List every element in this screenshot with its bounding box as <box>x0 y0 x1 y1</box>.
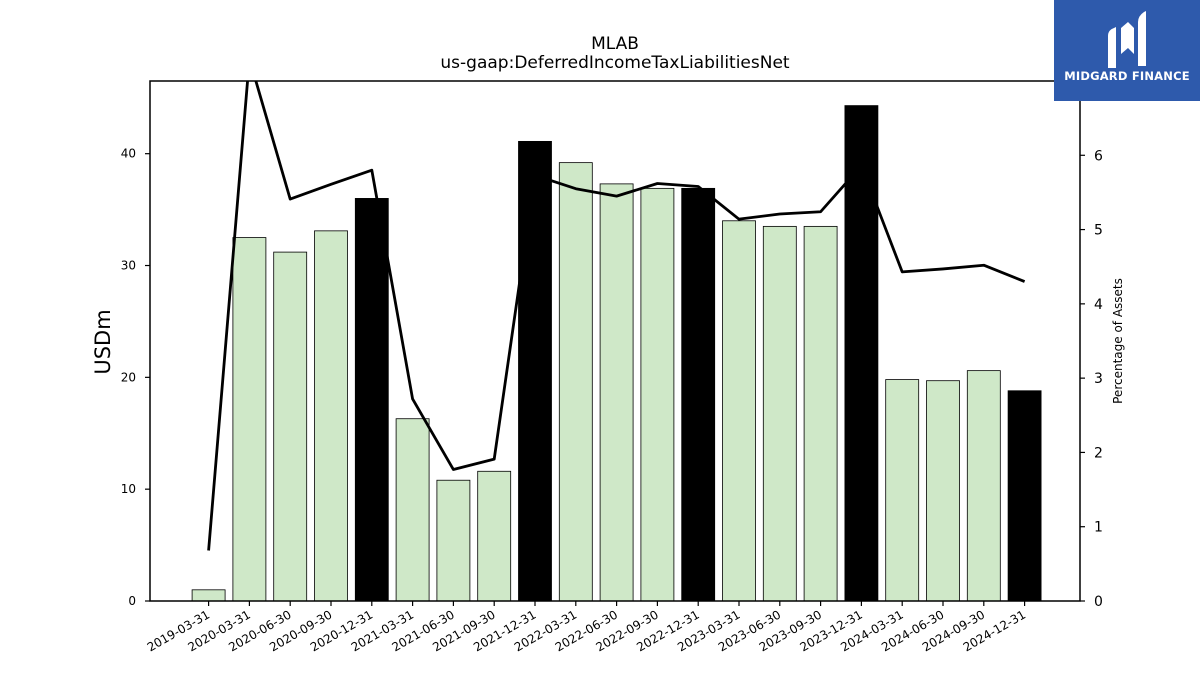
y2-tick-label: 5 <box>1094 223 1103 239</box>
bar-2024-03-31 <box>885 379 920 602</box>
bar-2023-09-30 <box>803 225 838 602</box>
bar-2024-06-30 <box>926 380 960 602</box>
chart-subtitle: us-gaap:DeferredIncomeTaxLiabilitiesNet <box>440 53 790 73</box>
bar-2020-09-30 <box>314 230 348 602</box>
y2-tick-label: 2 <box>1094 445 1103 461</box>
bar-2021-09-30 <box>477 470 512 602</box>
bar-2023-12-31 <box>844 105 879 602</box>
y2-axis-label: Percentage of Assets <box>1111 278 1125 404</box>
bar-2024-09-30 <box>966 370 1001 602</box>
y-tick-label: 10 <box>121 482 136 496</box>
bar-2020-03-31 <box>232 237 267 602</box>
bar-2024-12-31 <box>1007 390 1042 602</box>
bar-2019-03-31 <box>191 589 226 602</box>
line-group <box>207 81 1026 551</box>
y2-tick-label: 4 <box>1094 297 1103 313</box>
bar-2022-12-31 <box>681 187 716 602</box>
y2-tick-label: 0 <box>1094 594 1103 610</box>
logo-mark-icon <box>1108 11 1146 68</box>
bar-2020-06-30 <box>273 251 308 602</box>
logo-text: MIDGARD FINANCE <box>1064 69 1190 83</box>
bar-2023-03-31 <box>722 220 756 602</box>
plot-frame <box>149 80 1081 602</box>
bar-2021-12-31 <box>518 140 552 602</box>
bar-2023-06-30 <box>762 225 797 602</box>
percentage-line <box>207 81 1026 551</box>
bar-2021-06-30 <box>436 479 471 602</box>
chart-title: MLAB <box>591 34 639 54</box>
bar-2022-06-30 <box>599 183 634 602</box>
bar-2021-03-31 <box>395 418 430 602</box>
logo: MIDGARD FINANCE <box>1054 0 1200 101</box>
y-tick-label: 40 <box>121 147 136 161</box>
y2-tick-label: 3 <box>1094 371 1103 387</box>
bar-group <box>191 105 1042 602</box>
y-tick-label: 30 <box>121 259 136 273</box>
bar-2020-12-31 <box>354 198 389 602</box>
y-axis-label: USDm <box>91 309 115 374</box>
y2-tick-label: 1 <box>1094 520 1103 536</box>
y-tick-label: 0 <box>128 594 136 608</box>
bar-2022-09-30 <box>640 187 675 602</box>
y-tick-label: 20 <box>121 370 136 384</box>
y2-tick-label: 6 <box>1094 148 1103 164</box>
bar-2022-03-31 <box>558 162 593 602</box>
